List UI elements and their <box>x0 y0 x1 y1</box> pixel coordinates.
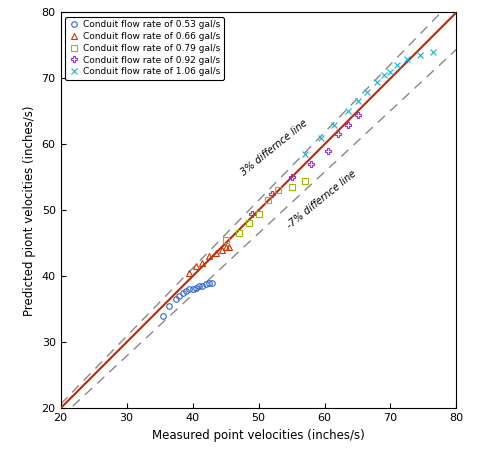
X-axis label: Measured point velocities (inches/s): Measured point velocities (inches/s) <box>152 429 365 441</box>
Legend: Conduit flow rate of 0.53 gal/s, Conduit flow rate of 0.66 gal/s, Conduit flow r: Conduit flow rate of 0.53 gal/s, Conduit… <box>65 17 224 80</box>
Text: 3% differnce line: 3% differnce line <box>238 117 309 177</box>
Y-axis label: Predicted piont velocities (inches/s): Predicted piont velocities (inches/s) <box>23 105 36 315</box>
Text: -7% differnce line: -7% differnce line <box>285 168 358 230</box>
